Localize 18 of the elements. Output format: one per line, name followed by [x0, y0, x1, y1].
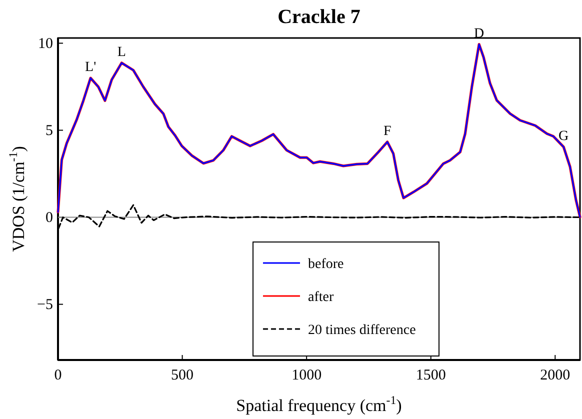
annotation: D	[474, 26, 484, 42]
y-tick-label: 0	[46, 210, 53, 226]
x-tick-label: 1000	[292, 368, 322, 384]
y-tick-label: 5	[46, 123, 53, 140]
x-axis-title: Spatial frequency (cm$^{-1}$)	[236, 393, 402, 415]
y-tick-label: 10	[38, 36, 53, 52]
chart-title: Crackle 7	[278, 6, 360, 28]
x-tick-label: 2000	[540, 368, 570, 384]
legend-label: before	[308, 257, 344, 272]
x-tick-label: 1500	[416, 368, 446, 384]
annotation: F	[383, 124, 392, 139]
annotation: L	[117, 44, 126, 60]
legend-label: 20 times difference	[308, 323, 416, 338]
annotation: G	[558, 128, 569, 144]
annotation: L'	[85, 60, 96, 76]
y-tick-label: −5	[37, 297, 53, 314]
legend-label: after	[308, 290, 334, 305]
x-tick-label: 500	[171, 368, 194, 384]
